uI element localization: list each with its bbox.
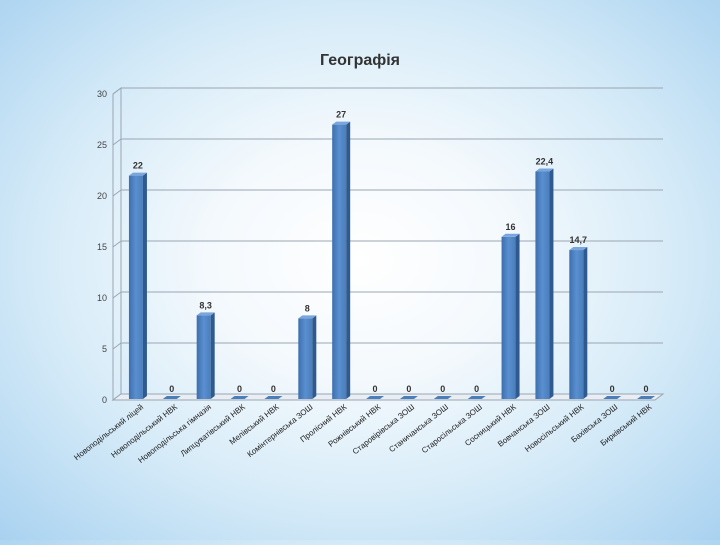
data-label: 22,4 [536,157,554,167]
data-label: 0 [474,384,479,394]
bar [196,312,215,399]
data-label: 0 [237,384,242,394]
y-tick-label: 25 [97,140,107,150]
category-label: Старовірівська ЗОШ [351,402,416,456]
x-axis-floor [111,393,665,401]
gridline-depth [112,240,122,248]
category-label: Станичанська ЗОШ [387,402,450,454]
data-label: 0 [271,384,276,394]
data-label: 14,7 [570,235,588,245]
gridline-depth [112,291,122,299]
bar [264,396,283,399]
category-label: Старосільська ЗОШ [420,402,484,455]
chart-bars [128,121,656,399]
bar [569,247,588,399]
data-label: 22 [133,161,143,171]
bar [501,233,520,399]
data-label: 27 [336,110,346,120]
category-label: Липцуватівський НВК [179,402,247,458]
bar [467,396,486,399]
data-label: 8 [305,303,310,313]
y-tick-label: 10 [97,293,107,303]
bar [535,168,554,399]
y-tick-label: 0 [102,395,107,405]
data-label: 0 [644,384,649,394]
bar [332,121,351,399]
bar [298,315,317,399]
y-tick-label: 30 [97,89,107,99]
bar [603,396,622,399]
data-label: 16 [506,222,516,232]
gridline-depth [112,138,122,146]
category-label: Новосільський НВК [523,402,586,454]
data-label: 0 [406,384,411,394]
data-label: 8,3 [199,300,212,310]
data-label: 0 [610,384,615,394]
chart-title: Географія [319,52,401,69]
y-tick-label: 20 [97,191,107,201]
data-label: 0 [373,384,378,394]
bar [366,396,385,399]
data-label: 0 [440,384,445,394]
bar [399,396,418,399]
gridline-depth [112,342,122,350]
gridline-depth [112,189,122,197]
data-label: 0 [169,384,174,394]
category-label: Комінтернівська ЗОШ [246,402,315,459]
y-tick-label: 15 [97,242,107,252]
bar [433,396,452,399]
y-tick-label: 5 [102,344,107,354]
bar [162,396,181,399]
bar [637,396,656,399]
bar [230,396,249,399]
bar [128,172,147,399]
